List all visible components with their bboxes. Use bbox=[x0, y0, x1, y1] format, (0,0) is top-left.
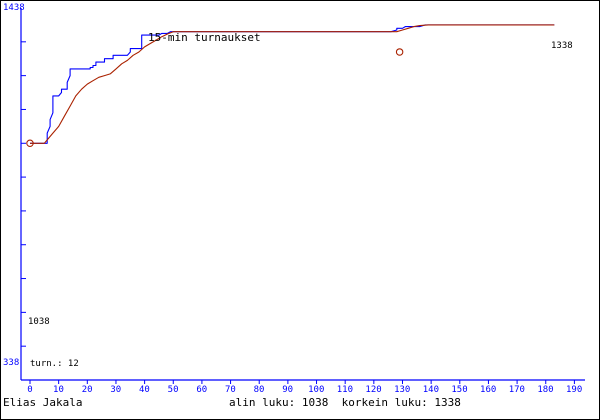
x-tick-label: 70 bbox=[224, 385, 236, 395]
x-tick-label: 190 bbox=[566, 385, 583, 395]
y-axis-top-label: 1438 bbox=[3, 3, 25, 13]
data-point-marker bbox=[395, 48, 404, 56]
chart-markers bbox=[26, 48, 404, 148]
x-tick-label: 90 bbox=[282, 385, 294, 395]
x-tick-label: 160 bbox=[480, 385, 497, 395]
rating-series-red bbox=[30, 24, 555, 144]
chart-title: 15-min turnaukset bbox=[148, 31, 261, 44]
rating-summary: alin luku: 1038 korkein luku: 1338 bbox=[229, 397, 461, 408]
chart-series bbox=[30, 24, 555, 144]
end-value-label: 1338 bbox=[551, 41, 573, 51]
x-tick-label: 110 bbox=[336, 385, 354, 395]
x-tick-label: 10 bbox=[53, 385, 64, 395]
x-tick-label: 20 bbox=[81, 385, 93, 395]
player-name: Elias Jakala bbox=[3, 396, 83, 409]
x-tick-label: 80 bbox=[253, 385, 265, 395]
x-tick-label: 40 bbox=[139, 385, 150, 395]
x-tick-label: 30 bbox=[110, 385, 122, 395]
x-tick-label: 130 bbox=[394, 385, 411, 395]
max-rating-label: korkein luku: bbox=[341, 396, 428, 409]
x-tick-label: 0 bbox=[27, 385, 33, 395]
max-rating-value: 1338 bbox=[434, 396, 461, 409]
chart-axes bbox=[20, 8, 585, 381]
rating-series-blue bbox=[30, 24, 555, 144]
x-tick-label: 180 bbox=[537, 385, 554, 395]
x-tick-label: 100 bbox=[308, 385, 325, 395]
x-tick-label: 120 bbox=[365, 385, 382, 395]
x-axis-ticks bbox=[29, 380, 575, 384]
x-tick-label: 50 bbox=[167, 385, 179, 395]
x-tick-label: 170 bbox=[508, 385, 525, 395]
y-axis-bottom-label: 338 bbox=[3, 358, 20, 368]
games-count-label: turn.: 12 bbox=[30, 359, 79, 369]
data-point-marker bbox=[26, 139, 34, 148]
min-rating-value: 1038 bbox=[301, 396, 329, 409]
x-tick-label: 140 bbox=[422, 385, 439, 395]
min-rating-label: alin luku: bbox=[229, 396, 296, 409]
start-value-label: 1038 bbox=[28, 317, 50, 327]
x-tick-label: 150 bbox=[451, 385, 468, 395]
x-tick-label: 60 bbox=[196, 385, 208, 395]
